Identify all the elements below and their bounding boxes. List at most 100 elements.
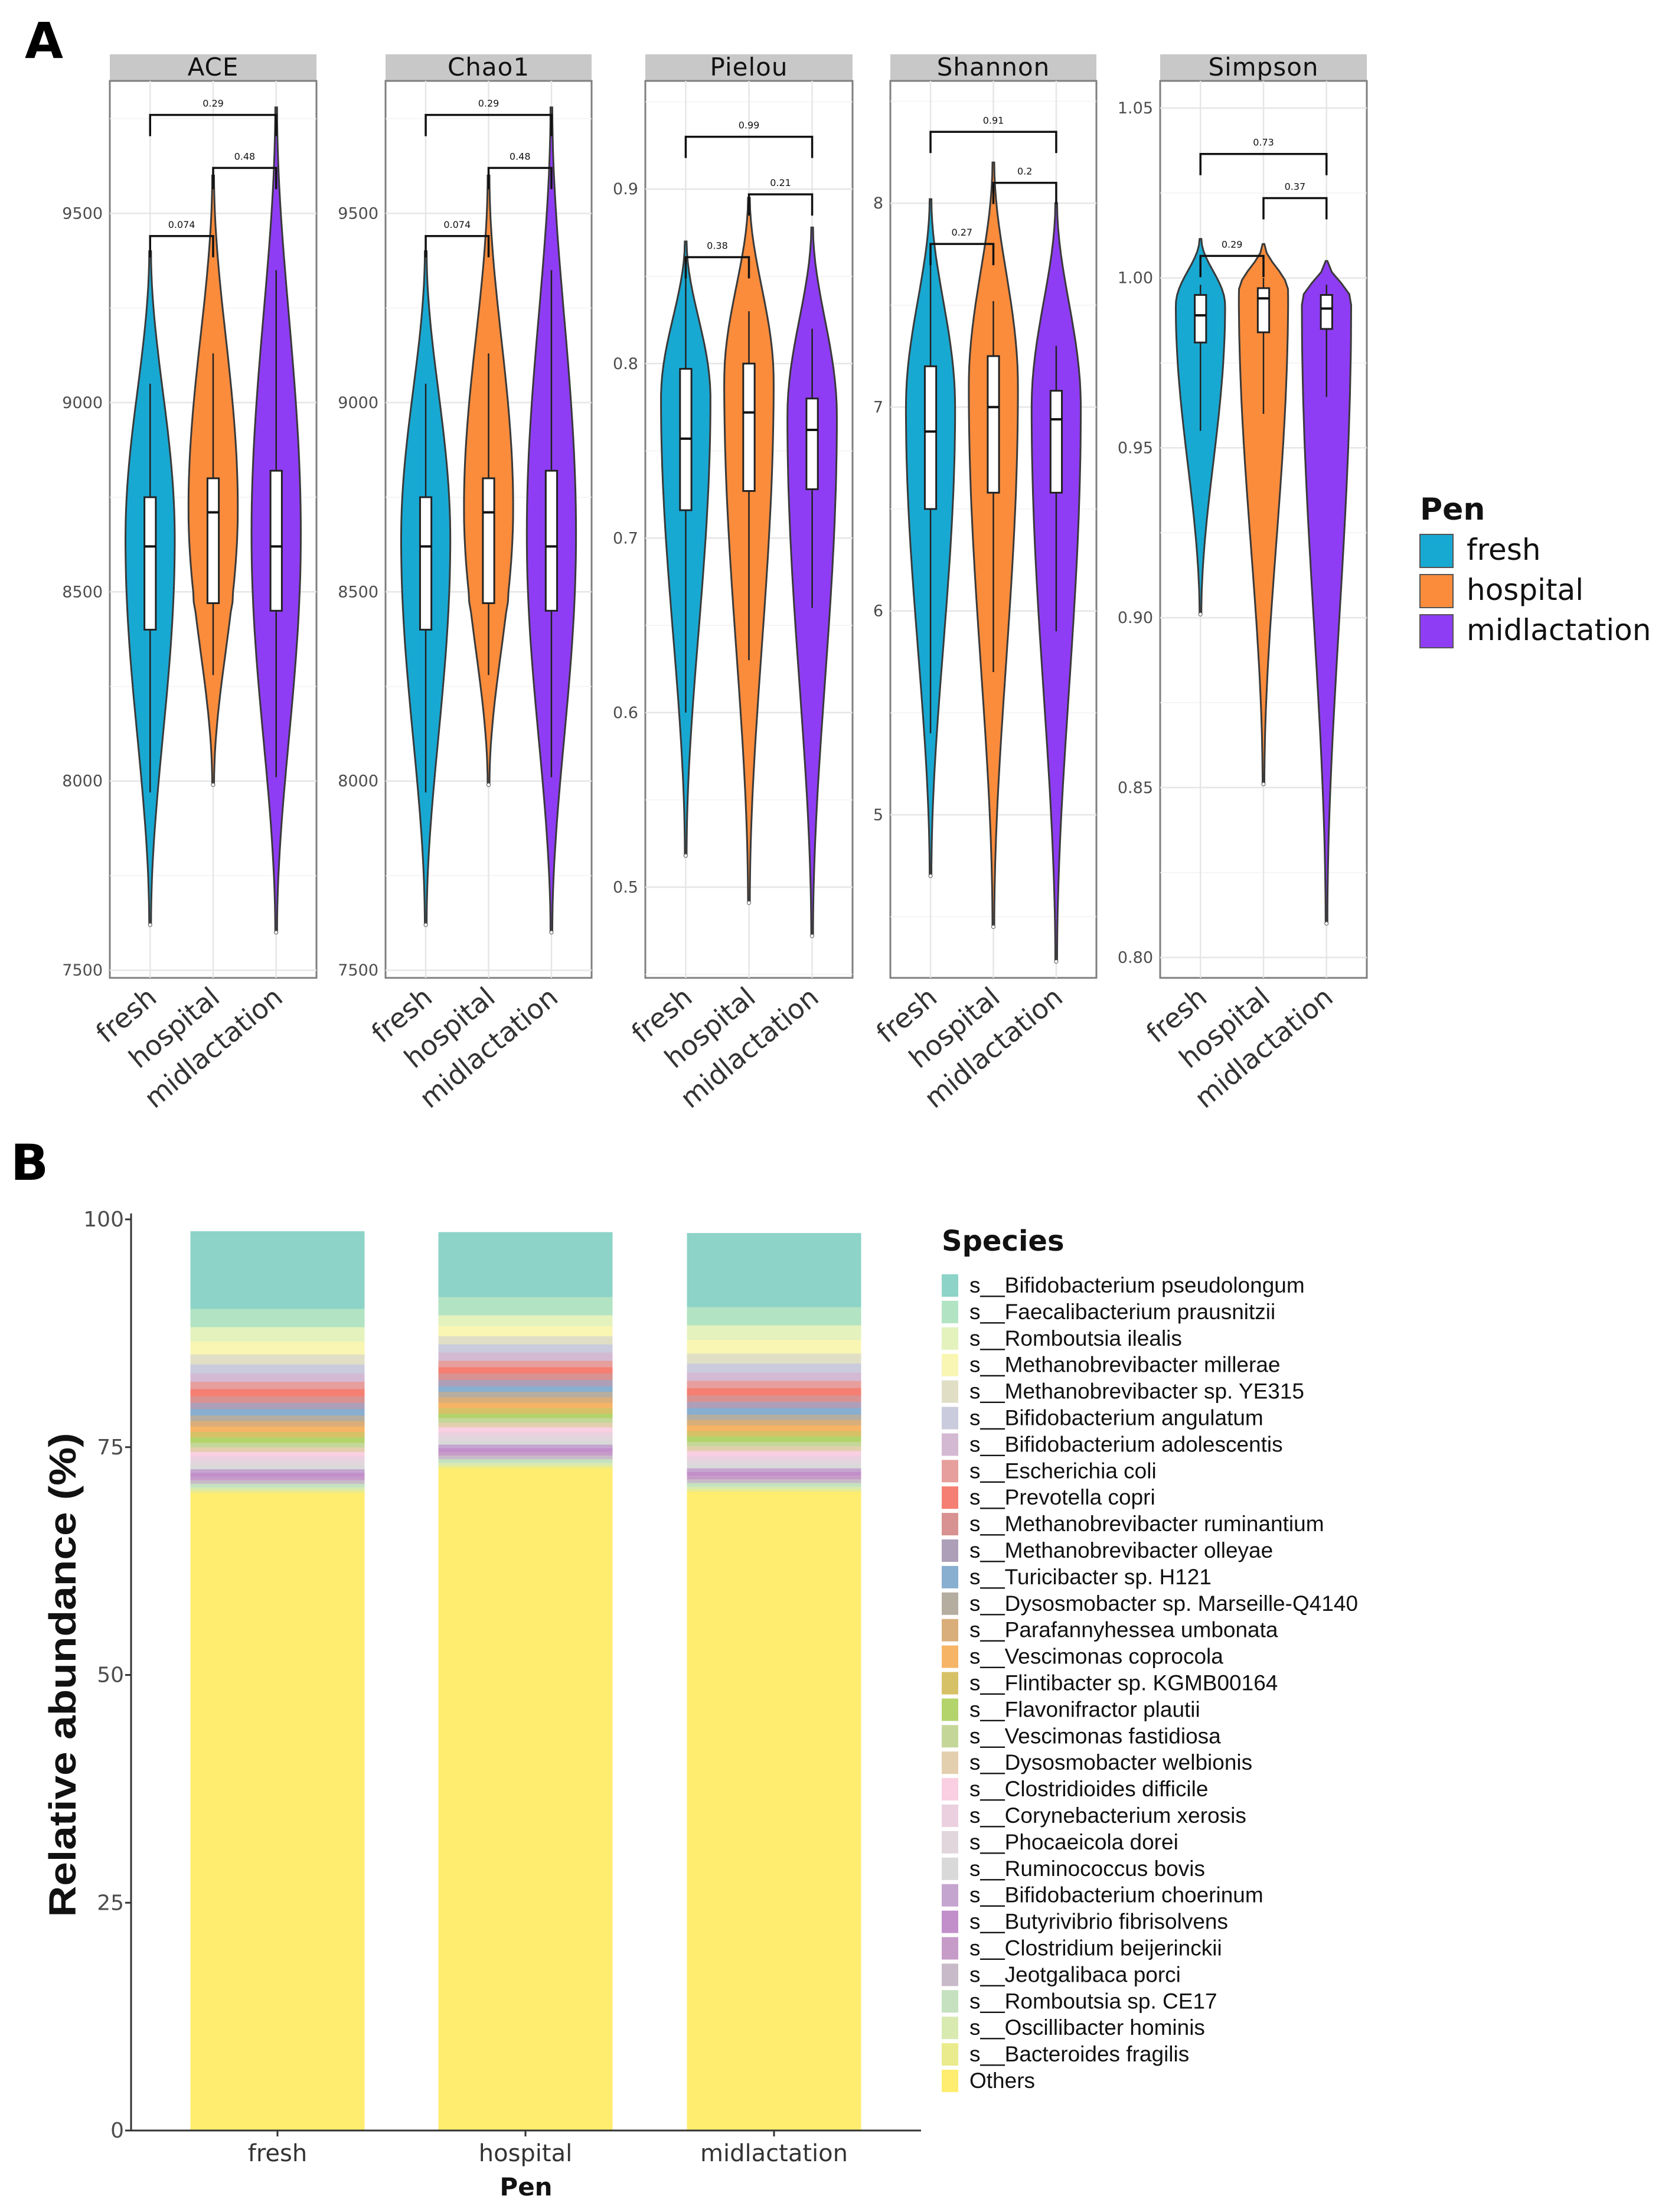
legend-label: s__Methanobrevibacter ruminantium xyxy=(969,1512,1324,1536)
bar-segment xyxy=(190,1373,365,1382)
x-category-label: hospital xyxy=(479,2140,572,2167)
legend-label: s__Romboutsia sp. CE17 xyxy=(969,1989,1217,2013)
legend-label: s__Bifidobacterium adolescentis xyxy=(969,1432,1283,1456)
outlier-point xyxy=(991,925,995,929)
species-abundance-chart: fresh hospital midlactation 0 25 50 75 100 Pen Re… xyxy=(41,1208,921,2201)
outlier-point xyxy=(549,930,554,935)
bar-segment xyxy=(190,1483,365,1488)
bar-segment xyxy=(438,1344,613,1353)
legend-swatch xyxy=(942,1327,958,1350)
bar-segment xyxy=(687,1479,861,1483)
bar-segment xyxy=(687,1446,861,1451)
y-tick-label: 9000 xyxy=(62,394,103,412)
bar-segment xyxy=(438,1440,613,1445)
bar-segment xyxy=(190,1402,365,1410)
y-tick-label: 8000 xyxy=(62,772,103,791)
legend-swatch xyxy=(942,1645,958,1668)
facet-strip xyxy=(1160,54,1367,81)
box-hospital xyxy=(987,355,1000,494)
bar-segment xyxy=(438,1444,613,1448)
legend-label: s__Bifidobacterium angulatum xyxy=(969,1406,1263,1430)
bar-segment xyxy=(438,1418,613,1423)
y-tick-label: 25 xyxy=(97,1891,124,1915)
legend-label: s__Ruminococcus bovis xyxy=(969,1857,1205,1881)
alpha-diversity-panels: ACE750080008500900095000.0740.480.29fres… xyxy=(62,53,1368,1114)
bar-segment xyxy=(438,1336,613,1345)
bar-segment xyxy=(687,1363,861,1373)
y-tick-label: 9500 xyxy=(62,204,103,223)
facet-ace: ACE750080008500900095000.0740.480.29fres… xyxy=(62,53,318,1114)
p-value-label: 0.38 xyxy=(707,240,728,251)
facet-title: Pielou xyxy=(710,53,788,81)
significance-bracket xyxy=(929,130,1057,154)
significance-bracket xyxy=(684,256,750,279)
legend-swatch xyxy=(942,1460,958,1483)
legend-label: s__Oscillibacter hominis xyxy=(969,2015,1205,2040)
outlier-point xyxy=(928,873,933,878)
legend-swatch xyxy=(942,1353,958,1376)
p-value-label: 0.074 xyxy=(443,219,471,230)
legend-swatch xyxy=(942,2043,958,2066)
legend-label: s__Corynebacterium xerosis xyxy=(969,1803,1246,1828)
outlier-point xyxy=(423,922,428,927)
legend-label: s__Flavonifractor plautii xyxy=(969,1697,1200,1721)
bar-segment xyxy=(190,1487,365,1490)
bar-segment xyxy=(438,1361,613,1368)
legend-label: midlactation xyxy=(1467,613,1651,647)
facet-title: Simpson xyxy=(1208,53,1318,81)
box-fresh xyxy=(923,365,938,510)
bar-segment xyxy=(190,1354,365,1365)
bar-segment xyxy=(438,1397,613,1403)
significance-bracket xyxy=(1262,197,1328,220)
bar-segment xyxy=(190,1447,365,1452)
p-value-label: 0.29 xyxy=(203,98,224,109)
significance-bracket xyxy=(149,113,277,136)
outlier-point xyxy=(810,934,815,938)
legend-label: s__Bacteroides fragilis xyxy=(969,2042,1189,2066)
bar-segment xyxy=(190,1443,365,1448)
legend-swatch xyxy=(942,1831,958,1854)
y-tick-label: 8000 xyxy=(338,772,378,791)
outlier-point xyxy=(683,853,688,858)
bar-segment xyxy=(438,1386,613,1392)
bar-segment xyxy=(438,1423,613,1428)
x-category-label: fresh xyxy=(248,2140,307,2167)
y-tick-label: 0.95 xyxy=(1118,439,1153,457)
y-tick-label: 8500 xyxy=(62,583,103,601)
legend-swatch xyxy=(942,1725,958,1748)
bar-segment xyxy=(687,1441,861,1447)
legend-label: s__Clostridioides difficile xyxy=(969,1777,1208,1801)
bar-segment xyxy=(438,1352,613,1361)
bar-segment xyxy=(438,1379,613,1386)
bar-segment xyxy=(438,1451,613,1456)
facet-strip xyxy=(386,54,592,81)
legend-label: s__Clostridium beijerinckii xyxy=(969,1936,1222,1960)
p-value-label: 0.37 xyxy=(1285,181,1306,193)
y-tick-label: 8 xyxy=(873,194,883,213)
y-tick-label: 5 xyxy=(873,806,883,824)
significance-bracket xyxy=(1199,255,1265,278)
bar-segment xyxy=(190,1431,365,1438)
y-tick-label: 8500 xyxy=(338,583,378,601)
bar-segment xyxy=(438,1462,613,1466)
facet-simpson: Simpson 0.80 0.85 0.90 0.95 1.00 1.05 0.29 0.37 0… xyxy=(1118,53,1368,1114)
facet-pielou: Pielou0.50.60.70.80.90.380.210.99freshho… xyxy=(613,53,854,1114)
bar-segment xyxy=(687,1353,861,1364)
legend-label: s__Turicibacter sp. H121 xyxy=(969,1565,1212,1589)
legend-swatch-midlactation xyxy=(1419,614,1454,648)
bar-segment xyxy=(190,1460,365,1466)
significance-bracket xyxy=(425,235,490,257)
facet-strip xyxy=(110,54,316,81)
bar-segment xyxy=(438,1468,613,2131)
legend-swatch-hospital xyxy=(1419,574,1454,608)
significance-bracket xyxy=(747,193,814,216)
facet-title: Shannon xyxy=(937,53,1050,81)
y-tick-label: 0.85 xyxy=(1118,779,1153,797)
bar-segment xyxy=(687,1307,861,1326)
bar-segment xyxy=(687,1420,861,1426)
legend-swatch xyxy=(942,1937,958,1960)
bar-fresh xyxy=(190,1231,365,2131)
box-fresh xyxy=(419,496,433,631)
bar-segment xyxy=(190,1341,365,1355)
y-tick-label: 0.90 xyxy=(1118,609,1153,627)
